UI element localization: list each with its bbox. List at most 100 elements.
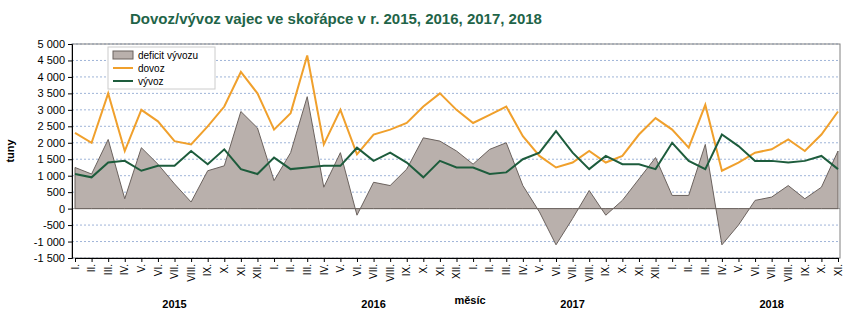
x-tick: V. — [335, 258, 346, 273]
x-tick-label: IX. — [800, 264, 811, 276]
x-tick: IX. — [202, 258, 213, 276]
x-tick: III. — [103, 258, 114, 275]
x-tick-label: VI. — [153, 264, 164, 276]
x-tick-mark — [606, 258, 607, 262]
x-tick-label: VIII. — [783, 264, 794, 282]
x-tick: XI. — [634, 258, 645, 276]
x-tick-label: XII. — [650, 264, 661, 279]
x-tick: VII. — [169, 258, 180, 279]
x-tick: X. — [219, 258, 230, 273]
x-tick-mark — [141, 258, 142, 262]
y-tick: 4 500 — [37, 54, 72, 66]
x-tick-label: V. — [335, 264, 346, 273]
legend-label: dovoz — [138, 63, 165, 74]
x-tick-mark — [539, 258, 540, 262]
y-tick-mark — [68, 176, 72, 177]
y-tick: -500 — [43, 219, 72, 231]
x-tick-label: XI. — [833, 264, 844, 276]
x-tick: VIII. — [584, 258, 595, 282]
year-label: 2016 — [361, 298, 385, 310]
y-tick-mark — [68, 192, 72, 193]
x-tick-label: X. — [219, 264, 230, 273]
y-tick-label: 500 — [47, 186, 65, 198]
y-tick: 2 000 — [37, 137, 72, 149]
y-tick-mark — [68, 77, 72, 78]
x-tick-mark — [191, 258, 192, 262]
x-tick: II. — [86, 258, 97, 272]
y-tick-mark — [68, 159, 72, 160]
x-tick-label: II. — [683, 264, 694, 272]
x-tick-mark — [473, 258, 474, 262]
x-tick-mark — [556, 258, 557, 262]
y-tick: 2 500 — [37, 120, 72, 132]
x-tick-mark — [722, 258, 723, 262]
x-tick-label: VII. — [766, 264, 777, 279]
x-tick: III. — [501, 258, 512, 275]
legend-label: vývoz — [138, 76, 164, 87]
y-axis: 5 0004 5004 0003 5003 0002 5002 0001 500… — [34, 38, 73, 264]
x-tick: VI. — [153, 258, 164, 276]
grid-line — [72, 126, 840, 127]
x-tick: X. — [816, 258, 827, 273]
x-tick: VII. — [368, 258, 379, 279]
y-tick-mark — [68, 209, 72, 210]
x-tick: II. — [484, 258, 495, 272]
x-tick: VIII. — [385, 258, 396, 282]
x-tick-mark — [457, 258, 458, 262]
x-tick: III. — [700, 258, 711, 275]
x-tick-label: VII. — [567, 264, 578, 279]
y-tick-mark — [68, 242, 72, 243]
x-tick-label: III. — [302, 264, 313, 275]
x-tick-label: VIII. — [584, 264, 595, 282]
x-tick-mark — [324, 258, 325, 262]
x-tick-mark — [158, 258, 159, 262]
y-tick: 0 — [59, 203, 72, 215]
x-tick-label: I. — [70, 264, 81, 270]
chart: Dovoz/vývoz vajec ve skořápce v r. 2015,… — [0, 0, 847, 318]
x-tick-label: XII. — [451, 264, 462, 279]
y-tick-label: 3 000 — [37, 104, 65, 116]
x-tick: VI. — [352, 258, 363, 276]
x-tick-label: XII. — [252, 264, 263, 279]
x-tick-mark — [639, 258, 640, 262]
x-tick-label: VI. — [352, 264, 363, 276]
y-tick: 5 000 — [37, 38, 72, 50]
x-tick-mark — [224, 258, 225, 262]
legend-box — [108, 47, 215, 89]
x-tick: XII. — [252, 258, 263, 279]
y-tick-label: 5 000 — [37, 38, 65, 50]
x-tick-label: VII. — [368, 264, 379, 279]
x-tick-label: III. — [103, 264, 114, 275]
y-tick-label: 1 500 — [37, 153, 65, 165]
x-tick: X. — [418, 258, 429, 273]
y-tick: 1 000 — [37, 170, 72, 182]
plot-frame — [72, 44, 840, 258]
x-tick-mark — [772, 258, 773, 262]
x-tick: III. — [302, 258, 313, 275]
x-tick-label: XI. — [236, 264, 247, 276]
x-tick-mark — [274, 258, 275, 262]
x-tick-mark — [374, 258, 375, 262]
y-tick-label: 2 500 — [37, 120, 65, 132]
x-tick-label: V. — [534, 264, 545, 273]
plot-background — [72, 44, 840, 258]
y-tick-label: 4 500 — [37, 54, 65, 66]
x-tick-label: II. — [86, 264, 97, 272]
x-tick: VIII. — [186, 258, 197, 282]
y-tick-label: 3 500 — [37, 87, 65, 99]
x-tick-mark — [108, 258, 109, 262]
x-tick-label: I. — [667, 264, 678, 270]
x-axis-line — [76, 259, 839, 263]
x-tick-mark — [390, 258, 391, 262]
legend-swatch — [113, 67, 133, 69]
x-tick-mark — [440, 258, 441, 262]
x-tick-label: X. — [418, 264, 429, 273]
legend-swatch — [113, 51, 133, 59]
x-tick: IV. — [518, 258, 529, 275]
x-tick: XII. — [650, 258, 661, 279]
grid — [72, 44, 840, 258]
x-tick: V. — [136, 258, 147, 273]
y-tick-mark — [68, 126, 72, 127]
x-tick-label: VII. — [169, 264, 180, 279]
y-axis-title: tuny — [4, 139, 16, 163]
